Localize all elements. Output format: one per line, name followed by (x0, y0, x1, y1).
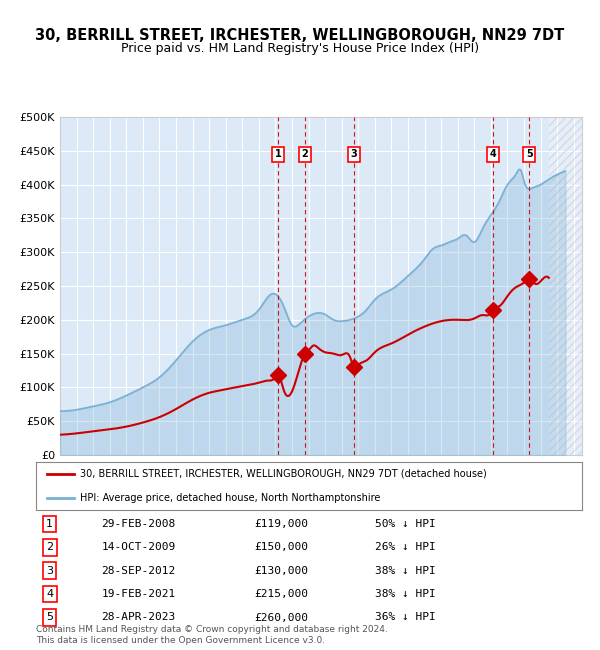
Text: 4: 4 (46, 589, 53, 599)
Text: 1: 1 (46, 519, 53, 529)
Text: 38% ↓ HPI: 38% ↓ HPI (374, 589, 435, 599)
Text: 4: 4 (490, 150, 496, 159)
Text: £260,000: £260,000 (254, 612, 308, 623)
Text: 14-OCT-2009: 14-OCT-2009 (101, 542, 176, 552)
Text: £130,000: £130,000 (254, 566, 308, 576)
Text: £150,000: £150,000 (254, 542, 308, 552)
Text: Price paid vs. HM Land Registry's House Price Index (HPI): Price paid vs. HM Land Registry's House … (121, 42, 479, 55)
Text: 2: 2 (46, 542, 53, 552)
Text: 3: 3 (350, 150, 358, 159)
Text: 36% ↓ HPI: 36% ↓ HPI (374, 612, 435, 623)
Text: 38% ↓ HPI: 38% ↓ HPI (374, 566, 435, 576)
Text: 2: 2 (302, 150, 308, 159)
Text: £215,000: £215,000 (254, 589, 308, 599)
Text: 1: 1 (275, 150, 281, 159)
Text: Contains HM Land Registry data © Crown copyright and database right 2024.
This d: Contains HM Land Registry data © Crown c… (36, 625, 388, 645)
Text: 3: 3 (46, 566, 53, 576)
Text: 30, BERRILL STREET, IRCHESTER, WELLINGBOROUGH, NN29 7DT (detached house): 30, BERRILL STREET, IRCHESTER, WELLINGBO… (80, 469, 487, 478)
Bar (549, 117, 582, 455)
Text: 19-FEB-2021: 19-FEB-2021 (101, 589, 176, 599)
Text: 28-SEP-2012: 28-SEP-2012 (101, 566, 176, 576)
Text: £119,000: £119,000 (254, 519, 308, 529)
Text: 26% ↓ HPI: 26% ↓ HPI (374, 542, 435, 552)
Text: 28-APR-2023: 28-APR-2023 (101, 612, 176, 623)
Text: 5: 5 (526, 150, 533, 159)
Text: 5: 5 (46, 612, 53, 623)
Text: 30, BERRILL STREET, IRCHESTER, WELLINGBOROUGH, NN29 7DT: 30, BERRILL STREET, IRCHESTER, WELLINGBO… (35, 28, 565, 44)
Text: HPI: Average price, detached house, North Northamptonshire: HPI: Average price, detached house, Nort… (80, 493, 380, 503)
Text: 50% ↓ HPI: 50% ↓ HPI (374, 519, 435, 529)
Text: 29-FEB-2008: 29-FEB-2008 (101, 519, 176, 529)
